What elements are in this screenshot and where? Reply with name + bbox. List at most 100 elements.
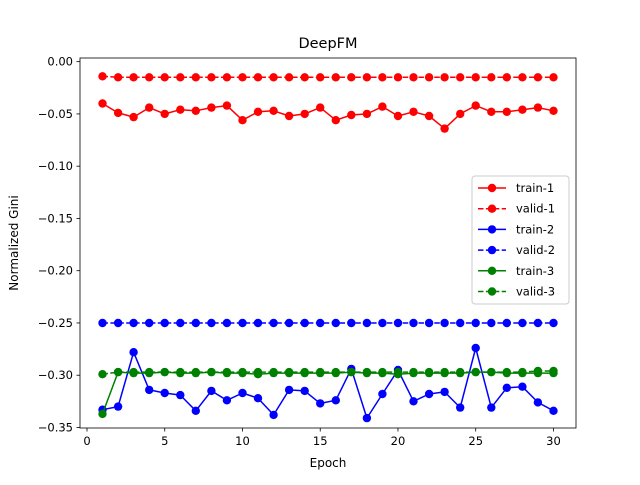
data-point-valid-3	[129, 367, 138, 377]
data-point-valid-3	[440, 367, 449, 377]
data-point-train-2	[222, 396, 232, 405]
data-point-valid-2	[176, 318, 185, 328]
legend-marker-valid-2	[487, 245, 497, 255]
legend-marker-valid-3	[487, 287, 497, 296]
data-point-train-2	[191, 406, 200, 415]
x-axis-label: Epoch	[310, 456, 347, 470]
data-point-train-2	[160, 388, 169, 398]
data-point-valid-2	[456, 318, 465, 328]
data-point-valid-3	[207, 367, 216, 377]
data-point-train-1	[160, 109, 169, 119]
data-point-valid-2	[393, 318, 403, 328]
data-point-valid-2	[300, 318, 309, 328]
data-point-valid-1	[253, 73, 263, 82]
legend-marker-train-2	[487, 225, 497, 234]
y-tick-label: 0.00	[47, 55, 73, 69]
data-point-valid-2	[98, 318, 107, 328]
data-point-valid-3	[409, 367, 418, 377]
data-point-valid-2	[222, 318, 232, 328]
data-point-valid-3	[502, 367, 511, 377]
data-point-train-2	[440, 387, 449, 397]
data-point-valid-2	[440, 318, 449, 328]
data-point-valid-1	[440, 73, 449, 82]
data-point-valid-1	[533, 73, 543, 82]
data-point-valid-1	[378, 73, 387, 82]
x-tick-label: 0	[83, 434, 90, 448]
legend-label-train-1: train-1	[516, 181, 554, 195]
data-point-train-1	[222, 101, 232, 110]
data-point-train-1	[347, 110, 356, 120]
data-point-train-1	[393, 111, 403, 121]
legend-label-valid-1: valid-1	[516, 202, 555, 216]
data-point-valid-3	[331, 367, 340, 377]
data-point-train-1	[269, 106, 278, 116]
data-point-train-2	[456, 403, 465, 412]
data-point-valid-3	[222, 367, 232, 377]
data-point-train-1	[284, 111, 294, 121]
data-point-valid-1	[424, 73, 434, 82]
data-point-valid-3	[362, 367, 372, 377]
legend: train-1 valid-1 train-2 valid-2 train-3 valid…	[471, 175, 570, 305]
data-point-valid-3	[347, 367, 356, 377]
data-point-valid-3	[549, 366, 558, 376]
data-point-valid-1	[145, 73, 154, 82]
y-tick-label: −0.30	[38, 368, 73, 382]
data-point-valid-3	[253, 367, 263, 377]
data-point-valid-2	[191, 318, 200, 328]
data-point-train-1	[113, 108, 123, 118]
y-tick-label: −0.25	[38, 316, 73, 330]
y-axis-label: Normalized Gini	[7, 195, 21, 290]
data-point-valid-1	[238, 73, 247, 82]
data-point-train-2	[300, 386, 309, 396]
data-point-train-2	[487, 403, 496, 412]
data-point-train-2	[424, 389, 434, 399]
data-point-valid-3	[456, 367, 465, 377]
data-point-train-1	[362, 109, 372, 119]
data-point-train-1	[502, 107, 511, 117]
data-point-valid-3	[191, 367, 200, 377]
data-point-train-1	[98, 99, 107, 108]
y-tick-label: −0.20	[38, 264, 73, 278]
data-point-train-1	[549, 106, 558, 116]
legend-marker-train-3	[487, 266, 497, 275]
data-point-train-1	[409, 107, 418, 117]
legend-label-train-2: train-2	[516, 222, 554, 236]
data-point-train-1	[300, 109, 309, 119]
x-tick-label: 20	[391, 434, 406, 448]
plot-area	[98, 72, 558, 423]
data-point-train-2	[331, 396, 340, 405]
data-point-valid-3	[471, 367, 480, 377]
y-tick-label: −0.15	[38, 211, 73, 225]
data-point-valid-3	[176, 367, 185, 377]
data-point-train-2	[113, 402, 123, 411]
data-point-train-2	[284, 385, 294, 395]
data-point-train-2	[253, 394, 263, 403]
x-tick-label: 15	[313, 434, 328, 448]
data-point-valid-1	[393, 73, 403, 82]
data-point-valid-2	[549, 318, 558, 328]
data-point-train-2	[362, 413, 372, 423]
data-point-valid-2	[347, 318, 356, 328]
data-point-valid-3	[378, 367, 387, 377]
data-point-valid-2	[207, 318, 216, 328]
data-point-valid-2	[160, 318, 169, 328]
data-point-valid-1	[456, 73, 465, 82]
data-point-train-2	[176, 390, 185, 400]
data-point-valid-1	[207, 73, 216, 82]
data-point-valid-1	[331, 73, 340, 82]
data-point-train-1	[518, 105, 527, 114]
data-point-valid-2	[331, 318, 340, 328]
data-point-train-3	[98, 409, 107, 419]
data-point-valid-2	[238, 318, 247, 328]
x-tick-label: 30	[546, 434, 561, 448]
y-tick-label: −0.05	[38, 107, 73, 121]
data-point-valid-2	[409, 318, 418, 328]
data-point-train-1	[238, 116, 247, 125]
data-point-train-1	[440, 124, 449, 133]
data-point-train-1	[207, 103, 216, 112]
data-point-valid-2	[502, 318, 511, 328]
data-point-valid-3	[487, 367, 496, 377]
data-point-valid-2	[113, 318, 123, 328]
axes: 0 5 10 15 20 25 30 0.00 −0.05 −0.10 −0.15 −0.20 −0.2…	[38, 55, 561, 448]
